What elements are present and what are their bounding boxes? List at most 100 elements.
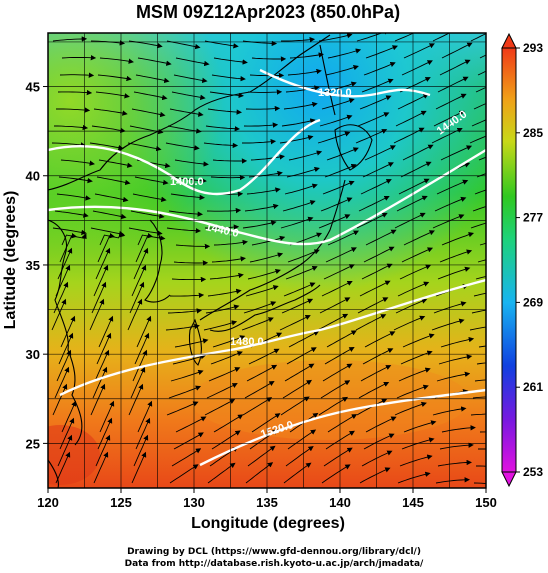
streamline <box>90 383 106 416</box>
streamline <box>169 464 199 484</box>
streamline <box>473 103 486 110</box>
streamline <box>170 193 205 201</box>
streamline <box>135 417 151 450</box>
streamline <box>167 308 203 314</box>
streamline <box>212 158 248 164</box>
streamline <box>475 276 486 280</box>
streamline <box>52 227 87 236</box>
streamline <box>205 125 241 132</box>
taiwan-coast <box>48 459 59 488</box>
streamline <box>399 454 433 467</box>
streamline <box>242 139 277 145</box>
streamline <box>97 417 113 450</box>
streamline <box>326 147 359 161</box>
streamline <box>53 281 69 314</box>
streamline <box>357 112 390 127</box>
streamline <box>324 347 355 365</box>
streamline <box>207 462 236 484</box>
contour-label-1480: 1480.0 <box>230 336 264 348</box>
streamline <box>473 482 486 484</box>
streamline <box>134 176 169 186</box>
streamline <box>56 349 72 382</box>
streamline <box>172 176 207 184</box>
streamline <box>477 259 486 263</box>
streamline <box>173 432 204 450</box>
streamline <box>89 298 105 331</box>
streamline <box>212 335 246 348</box>
streamline <box>127 298 143 331</box>
streamline <box>285 85 320 93</box>
streamline <box>326 330 357 348</box>
y-axis-label: Latitude (degrees) <box>2 191 19 330</box>
streamline <box>208 367 241 382</box>
streamline <box>395 110 427 127</box>
streamline <box>165 142 200 151</box>
colorbar: 253 261 269 277 285 293 <box>501 32 543 488</box>
streamline <box>400 350 433 365</box>
streamline <box>327 48 362 59</box>
streamline <box>93 264 109 297</box>
streamline <box>52 383 68 416</box>
streamline <box>93 451 109 484</box>
streamline <box>395 298 428 314</box>
streamline <box>472 396 486 399</box>
streamline <box>318 214 351 229</box>
streamline <box>435 93 467 110</box>
streamline <box>91 281 107 314</box>
colorbar-ticks: 253 261 269 277 285 293 <box>516 41 543 479</box>
streamline <box>169 292 205 298</box>
streamline <box>175 243 211 250</box>
streamline <box>213 414 244 433</box>
gridlines <box>48 33 486 488</box>
streamline <box>246 187 281 195</box>
x-tick-label: 150 <box>475 495 497 510</box>
streamline <box>247 445 276 467</box>
streamline <box>359 467 391 484</box>
streamline <box>244 203 279 212</box>
colorbar-tick-label: 253 <box>523 465 543 479</box>
x-axis-ticks: 120 125 130 135 140 145 150 <box>37 488 497 510</box>
streamline <box>55 451 71 484</box>
streamline <box>318 396 349 416</box>
streamline <box>94 349 110 382</box>
streamline <box>59 72 95 78</box>
streamline <box>99 400 115 433</box>
streamline <box>479 54 486 59</box>
streamline <box>242 397 273 416</box>
contour-label-1400: 1400.0 <box>170 176 204 188</box>
streamline <box>362 162 394 178</box>
streamline <box>97 233 115 263</box>
streamline <box>473 292 486 297</box>
streamline <box>317 313 349 331</box>
streamline <box>325 247 357 263</box>
streamline <box>364 145 396 161</box>
korea-coast <box>144 219 171 303</box>
warm-band <box>190 360 470 440</box>
streamline <box>441 232 475 246</box>
streamline <box>403 43 435 59</box>
streamline <box>282 200 316 212</box>
streamline <box>357 297 389 314</box>
streamline <box>479 242 486 246</box>
streamline <box>322 363 353 382</box>
y-tick-label: 35 <box>26 258 40 273</box>
streamline <box>433 110 465 127</box>
streamline <box>327 230 360 246</box>
streamline <box>471 309 486 314</box>
streamline <box>469 135 486 144</box>
streamline <box>318 33 353 42</box>
streamline <box>245 105 281 112</box>
streamline <box>362 348 394 365</box>
streamline <box>168 385 202 399</box>
x-tick-label: 120 <box>37 495 59 510</box>
streamline <box>323 447 353 467</box>
streamline <box>137 57 172 66</box>
streamline <box>470 222 486 229</box>
streamline <box>204 399 236 416</box>
streamline <box>439 249 473 263</box>
streamline <box>60 315 76 348</box>
streamline <box>54 124 89 131</box>
streamline <box>317 131 351 144</box>
streamline <box>170 369 204 382</box>
